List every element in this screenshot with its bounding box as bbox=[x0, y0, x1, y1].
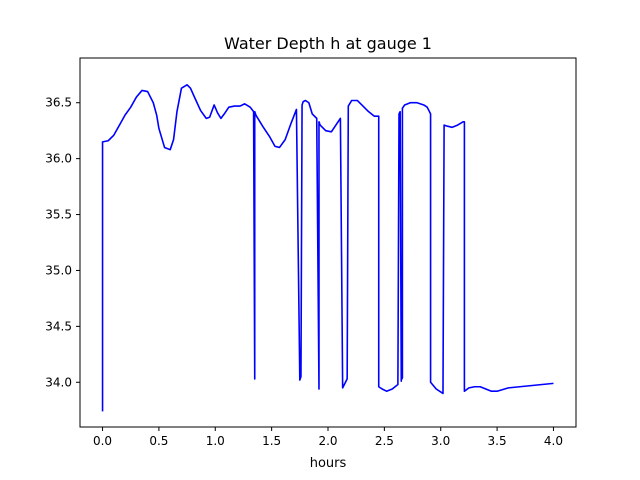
x-tick-label: 4.0 bbox=[544, 434, 563, 448]
y-tick-label: 36.5 bbox=[45, 96, 72, 110]
x-axis-label: hours bbox=[310, 456, 347, 471]
y-axis: 34.0 34.5 35.0 35.5 36.0 36.5 bbox=[45, 96, 80, 389]
series-layer bbox=[101, 84, 554, 412]
x-tick-label: 3.5 bbox=[488, 434, 507, 448]
chart-title: Water Depth h at gauge 1 bbox=[224, 34, 432, 53]
y-tick-label: 36.0 bbox=[45, 152, 72, 166]
x-tick-label: 0.5 bbox=[149, 434, 168, 448]
y-tick-label: 34.5 bbox=[45, 319, 72, 333]
x-tick-label: 3.0 bbox=[431, 434, 450, 448]
y-tick-label: 35.5 bbox=[45, 208, 72, 222]
y-tick-label: 34.0 bbox=[45, 375, 72, 389]
series-line-0 bbox=[101, 84, 554, 412]
y-tick-label: 35.0 bbox=[45, 263, 72, 277]
x-tick-label: 2.5 bbox=[375, 434, 394, 448]
plot-frame bbox=[79, 57, 577, 428]
x-tick-label: 1.0 bbox=[206, 434, 225, 448]
x-tick-label: 1.5 bbox=[262, 434, 281, 448]
x-tick-label: 0.0 bbox=[93, 434, 112, 448]
x-tick-label: 2.0 bbox=[318, 434, 337, 448]
x-axis: 0.0 0.5 1.0 1.5 2.0 2.5 3.0 3.5 4.0 bbox=[93, 427, 563, 448]
